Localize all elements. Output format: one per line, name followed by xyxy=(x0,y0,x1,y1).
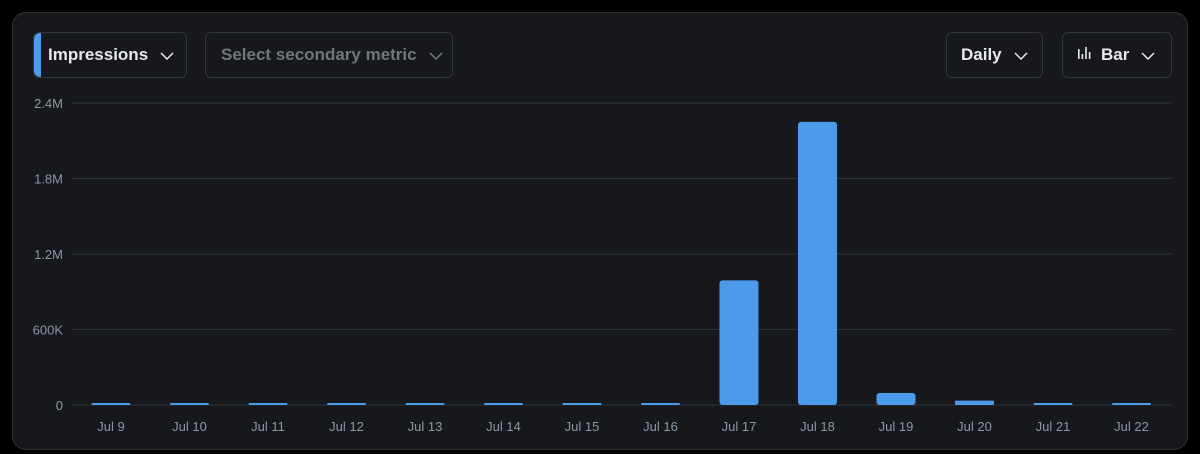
impressions-bar-chart: 0 600K 1.2M 1.8M 2.4M Jul 9 Jul 10 Jul 11 Jul 12… xyxy=(33,96,1172,434)
secondary-metric-dropdown[interactable]: Select secondary metric xyxy=(205,32,453,78)
bar[interactable] xyxy=(719,280,759,405)
chart-type-dropdown[interactable]: Bar xyxy=(1062,32,1172,78)
y-tick-label: 0 xyxy=(56,398,63,413)
metric-color-indicator xyxy=(34,33,41,77)
bar[interactable] xyxy=(405,403,445,405)
bar[interactable] xyxy=(798,121,837,405)
x-tick-label: Jul 20 xyxy=(957,419,992,434)
x-tick-label: Jul 9 xyxy=(97,419,124,434)
bar[interactable] xyxy=(484,403,523,405)
bar[interactable] xyxy=(327,403,366,405)
chevron-down-icon xyxy=(160,45,174,65)
bar[interactable] xyxy=(91,403,131,405)
primary-metric-dropdown[interactable]: Impressions xyxy=(33,32,187,78)
x-tick-label: Jul 11 xyxy=(251,419,285,434)
interval-dropdown[interactable]: Daily xyxy=(946,32,1043,78)
x-tick-label: Jul 18 xyxy=(800,419,835,434)
primary-metric-label: Impressions xyxy=(48,45,149,64)
x-tick-label: Jul 22 xyxy=(1114,419,1149,434)
chevron-down-icon xyxy=(429,45,443,65)
x-tick-label: Jul 16 xyxy=(643,419,678,434)
secondary-metric-placeholder: Select secondary metric xyxy=(221,45,417,64)
chart-type-label: Bar xyxy=(1101,45,1130,64)
x-tick-label: Jul 10 xyxy=(172,419,207,434)
bar[interactable] xyxy=(248,403,288,405)
chevron-down-icon xyxy=(1141,45,1155,65)
x-tick-label: Jul 14 xyxy=(486,419,521,434)
x-tick-label: Jul 19 xyxy=(879,419,914,434)
x-tick-label: Jul 21 xyxy=(1036,419,1071,434)
chevron-down-icon xyxy=(1014,45,1028,65)
bar[interactable] xyxy=(1033,403,1073,405)
analytics-chart-card: Impressions Select secondary metric Dail… xyxy=(12,12,1188,450)
y-tick-label: 1.2M xyxy=(34,247,63,262)
x-tick-label: Jul 17 xyxy=(722,419,757,434)
interval-label: Daily xyxy=(961,45,1002,64)
bar[interactable] xyxy=(876,393,916,405)
bar[interactable] xyxy=(170,403,209,405)
x-tick-label: Jul 12 xyxy=(329,419,364,434)
y-tick-label: 2.4M xyxy=(34,96,63,111)
x-tick-label: Jul 15 xyxy=(565,419,600,434)
bar[interactable] xyxy=(562,403,602,405)
bar-chart-icon xyxy=(1077,45,1091,65)
y-tick-label: 600K xyxy=(33,323,64,338)
bar[interactable] xyxy=(955,400,994,405)
bar[interactable] xyxy=(641,403,680,405)
x-tick-label: Jul 13 xyxy=(408,419,443,434)
bar[interactable] xyxy=(1112,403,1151,405)
y-tick-label: 1.8M xyxy=(34,172,63,187)
